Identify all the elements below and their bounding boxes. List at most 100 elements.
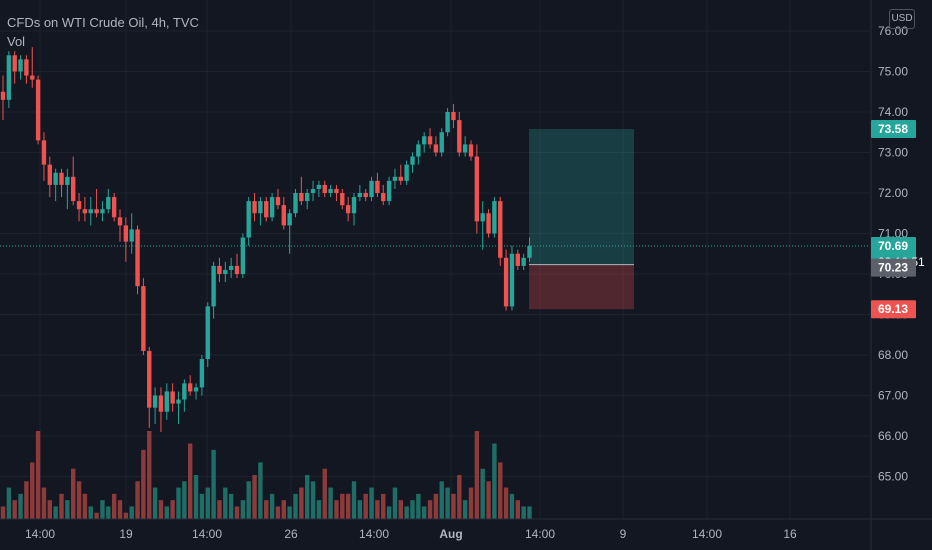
last-price-label: 70.69 — [878, 239, 908, 253]
candle-body — [76, 201, 82, 210]
volume-bar — [310, 481, 316, 519]
price-axis[interactable]: 76.0075.0074.0073.0072.0071.0070.0069.00… — [870, 0, 925, 550]
volume-bar — [123, 512, 129, 519]
volume-bar — [433, 493, 439, 519]
candle-body — [340, 193, 345, 206]
entry-price-label: 70.23 — [878, 261, 908, 275]
target-price-label: 73.58 — [878, 122, 908, 136]
candle-body — [252, 201, 257, 214]
candle-body — [147, 350, 152, 408]
y-tick-label: 66.00 — [878, 429, 908, 443]
candle-body — [509, 253, 515, 307]
candle-body — [123, 225, 129, 242]
candle-body — [100, 209, 105, 214]
x-tick-label: 9 — [620, 527, 627, 541]
volume-bar — [6, 487, 12, 519]
symbol-title[interactable]: CFDs on WTI Crude Oil, 4h, TVC — [7, 15, 199, 30]
candle-body — [439, 132, 444, 153]
candle-body — [152, 395, 158, 408]
candle-body — [164, 391, 169, 412]
volume-bar — [129, 506, 134, 519]
volume-bar — [217, 500, 222, 519]
volume-bar — [199, 493, 205, 519]
candle-body — [12, 55, 17, 72]
candle-body — [211, 265, 216, 307]
candle-body — [228, 265, 234, 270]
candle-body — [468, 144, 474, 157]
candle-body — [345, 205, 351, 214]
candle-body — [462, 144, 468, 153]
candle-body — [375, 180, 380, 193]
volume-bar — [82, 493, 88, 519]
volume-label[interactable]: Vol — [7, 34, 26, 49]
volume-bar — [135, 481, 140, 519]
volume-bar — [305, 475, 310, 519]
candle-body — [457, 120, 462, 153]
volume-bar — [188, 443, 193, 519]
candle-body — [141, 286, 146, 351]
candle-body — [53, 172, 58, 185]
volume-bar — [404, 506, 409, 519]
volume-bar — [269, 493, 275, 519]
candle-body — [258, 201, 263, 214]
long-position-tool[interactable] — [529, 129, 634, 310]
volume-bar — [30, 462, 35, 519]
y-tick-label: 72.00 — [878, 186, 908, 200]
volume-bar — [322, 468, 327, 519]
volume-bar — [24, 481, 29, 519]
candle-body — [240, 237, 246, 274]
candle-body — [47, 164, 52, 185]
time-axis[interactable]: 14:00 19 14:00 26 14:00 Aug 14:00 9 14:00 16 — [0, 518, 932, 541]
volume-bar — [357, 500, 363, 519]
y-tick-label: 73.00 — [878, 146, 908, 160]
candle-body — [416, 144, 421, 157]
volume-bar — [281, 500, 286, 519]
currency-button[interactable]: USD — [889, 9, 915, 29]
volume-bar — [527, 506, 532, 519]
volume-bar — [503, 487, 509, 519]
y-tick-label: 76.00 — [878, 24, 908, 38]
candle-body — [234, 265, 240, 274]
volume-bar — [375, 500, 380, 519]
volume-bar — [252, 475, 257, 519]
x-tick-label: 14:00 — [359, 527, 389, 541]
volume-bar — [468, 487, 474, 519]
candle-body — [65, 176, 70, 185]
candle-body — [193, 387, 199, 392]
volume-bar — [111, 493, 117, 519]
candle-body — [35, 79, 41, 141]
candle-body — [305, 193, 310, 202]
target-price-label-bg — [871, 120, 916, 139]
volume-bar — [457, 475, 462, 519]
candle-body — [129, 229, 134, 242]
x-tick-label: 14:00 — [25, 527, 55, 541]
candle-body — [41, 140, 47, 165]
candle-body — [445, 112, 450, 133]
volume-bar — [509, 493, 515, 519]
volume-bar — [515, 500, 520, 519]
volume-bar — [386, 506, 392, 519]
candle-body — [422, 136, 427, 145]
candle-body — [474, 156, 480, 222]
candle-body — [369, 180, 374, 198]
volume-bar — [41, 487, 47, 519]
candle-body — [492, 201, 497, 234]
y-tick-label: 68.00 — [878, 348, 908, 362]
candle-body — [293, 193, 298, 214]
candle-body — [88, 209, 93, 214]
candle-body — [392, 176, 398, 181]
candle-body — [351, 197, 357, 214]
volume-bar — [94, 512, 99, 519]
candle-body — [117, 217, 123, 226]
volume-bar — [427, 500, 433, 519]
volume-bar — [223, 487, 228, 519]
candle-body — [106, 197, 111, 210]
candle-body — [357, 193, 363, 198]
volume-bar — [521, 506, 526, 519]
candle-body — [498, 201, 503, 258]
volume-bars — [0, 431, 532, 519]
volume-bar — [152, 487, 158, 519]
volume-bar — [316, 500, 322, 519]
candle-body — [275, 197, 281, 206]
